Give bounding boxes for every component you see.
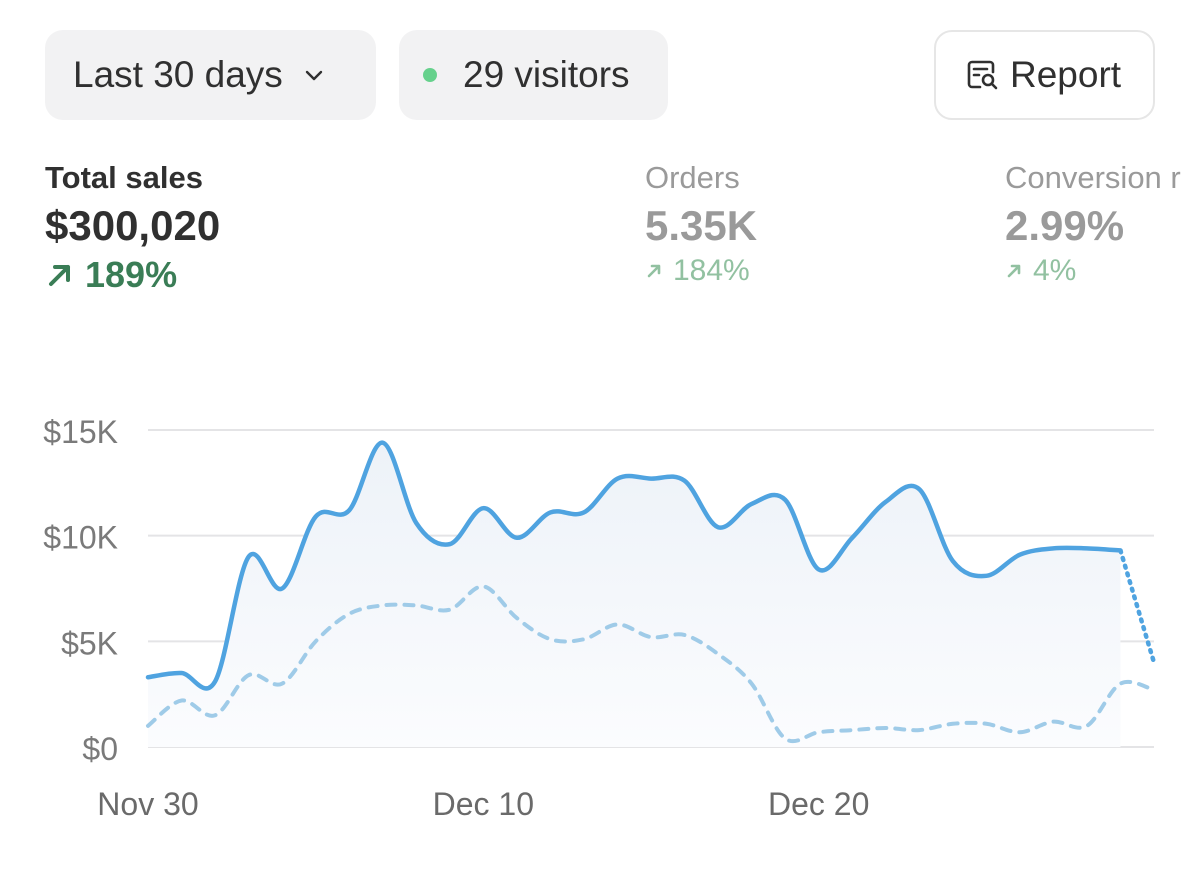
current-series-area [148, 442, 1121, 747]
arrow-up-right-icon [1007, 264, 1021, 278]
visitors-label: 29 visitors [463, 54, 630, 95]
chevron-down-icon [305, 70, 323, 81]
orders-label: Orders [645, 160, 740, 195]
total-sales-metric[interactable]: Total sales $300,020 189% [45, 160, 220, 296]
orders-metric[interactable]: Orders 5.35K 184% [645, 160, 757, 288]
y-tick-label: $0 [82, 731, 118, 767]
filter-bar: Last 30 days 29 visitors Report [45, 30, 1155, 120]
date-range-dropdown[interactable]: Last 30 days [45, 30, 376, 120]
chart-lines [145, 440, 1157, 744]
conversion-value: 2.99% [1005, 202, 1125, 249]
report-button[interactable]: Report [934, 30, 1155, 120]
orders-change-value: 184% [673, 254, 750, 287]
chart-axes: $0 $5K $10K $15K Nov 30 Dec 10 Dec 20 [43, 414, 869, 822]
total-sales-change: 189% [45, 254, 220, 296]
arrow-up-right-icon [49, 265, 70, 286]
x-tick-label: Dec 20 [768, 786, 869, 822]
conversion-change: 4% [1005, 254, 1181, 288]
orders-change: 184% [645, 254, 757, 288]
chart-area [148, 442, 1121, 747]
online-dot-icon [423, 68, 437, 82]
sales-line-chart: $0 $5K $10K $15K Nov 30 Dec 10 Dec 20 [43, 414, 1157, 822]
report-label: Report [1010, 54, 1122, 95]
conversion-label: Conversion r [1005, 160, 1181, 195]
previous-series-line [146, 584, 1156, 744]
x-tick-label: Dec 10 [433, 786, 534, 822]
y-tick-label: $15K [43, 414, 118, 450]
arrow-up-right-icon [647, 264, 661, 278]
date-range-label: Last 30 days [73, 54, 283, 95]
total-sales-label: Total sales [45, 160, 203, 195]
total-sales-change-value: 189% [85, 254, 178, 295]
report-search-icon [967, 60, 998, 90]
total-sales-value: $300,020 [45, 202, 221, 249]
current-series-line [145, 440, 1123, 691]
orders-value: 5.35K [645, 202, 758, 249]
live-visitors-pill[interactable]: 29 visitors [399, 30, 668, 120]
y-tick-label: $10K [43, 520, 118, 556]
current-series-projection [1118, 548, 1157, 665]
x-tick-label: Nov 30 [97, 786, 198, 822]
conversion-rate-metric[interactable]: Conversion r 2.99% 4% [1005, 160, 1181, 288]
y-tick-label: $5K [61, 625, 118, 661]
conversion-change-value: 4% [1033, 254, 1077, 287]
